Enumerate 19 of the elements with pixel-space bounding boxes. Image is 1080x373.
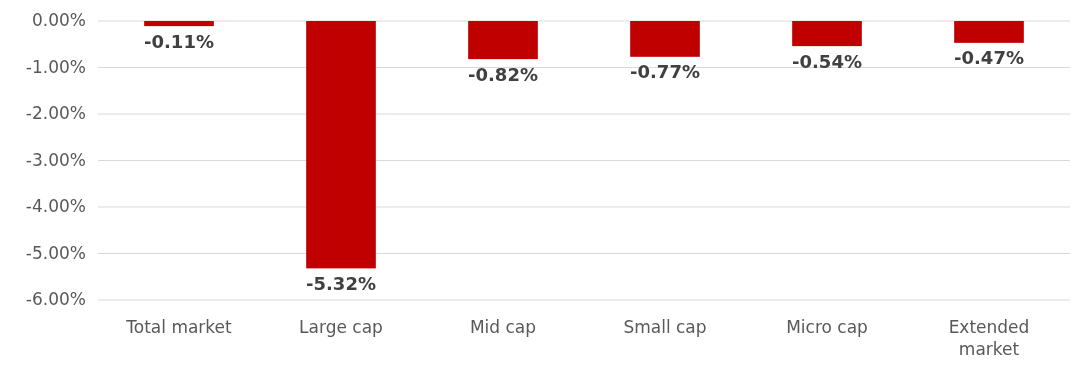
x-tick-label: Mid cap — [469, 316, 537, 337]
data-label: -0.47% — [954, 47, 1024, 69]
y-tick-label: -6.00% — [25, 289, 86, 309]
data-label: -0.11% — [144, 30, 214, 52]
y-tick-label: -2.00% — [25, 103, 86, 123]
x-tick-label: Small cap — [623, 316, 707, 337]
data-label: -0.54% — [792, 50, 862, 72]
y-tick-label: 0.00% — [31, 10, 86, 30]
y-tick-label: -5.00% — [25, 242, 86, 263]
x-tick-label: Total market — [125, 316, 233, 337]
x-tick-label: Micro cap — [786, 316, 868, 337]
x-tick-label: Large cap — [299, 316, 383, 337]
y-tick-label: -1.00% — [25, 56, 86, 77]
y-tick-label: -4.00% — [25, 196, 86, 216]
data-label: -0.77% — [630, 61, 700, 83]
x-tick-label: Extended market — [948, 316, 1030, 359]
data-label: -0.82% — [468, 63, 538, 85]
y-tick-label: -3.00% — [25, 149, 86, 170]
data-label: -5.32% — [306, 272, 376, 294]
